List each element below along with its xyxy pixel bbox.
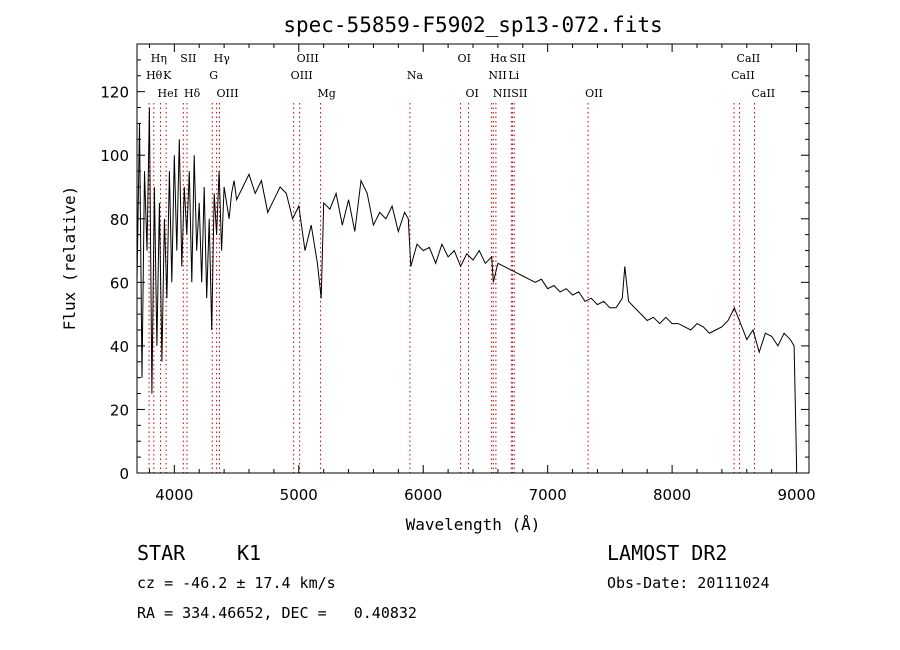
velocity-info: cz = -46.2 ± 17.4 km/s — [137, 574, 336, 592]
y-tick-label: 60 — [110, 274, 129, 292]
line-label: OI — [458, 52, 471, 65]
line-label: Mg — [318, 87, 336, 100]
y-tick-label: 100 — [100, 147, 129, 165]
line-label: Hθ — [146, 69, 163, 82]
line-label: Na — [407, 69, 424, 82]
x-tick-label: 4000 — [155, 486, 193, 504]
observation-date: Obs-Date: 20111024 — [607, 574, 770, 592]
line-label: Hα — [490, 52, 508, 65]
line-label: Li — [508, 69, 519, 82]
line-label: OIII — [217, 87, 239, 100]
line-label: Hη — [151, 52, 167, 65]
y-axis-label: Flux (relative) — [60, 186, 79, 331]
line-label: K — [163, 69, 172, 82]
line-label: NII — [488, 69, 506, 82]
line-label: G — [209, 69, 218, 82]
line-label: OI — [466, 87, 479, 100]
survey-name: LAMOST DR2 — [607, 541, 728, 565]
x-axis-label: Wavelength (Å) — [406, 515, 541, 534]
y-tick-label: 120 — [100, 84, 129, 102]
line-markers — [148, 103, 755, 473]
y-tick-label: 0 — [119, 465, 129, 483]
chart-title: spec-55859-F5902_sp13-072.fits — [283, 13, 662, 37]
line-label: OIII — [297, 52, 319, 65]
line-label: OII — [585, 87, 603, 100]
x-tick-label: 9000 — [777, 486, 815, 504]
y-tick-label: 20 — [110, 401, 129, 419]
line-label: HeI — [158, 87, 178, 100]
y-tick-label: 80 — [110, 211, 129, 229]
y-tick-label: 40 — [110, 338, 129, 356]
y-axis: 0 20 40 60 80 100 120 — [100, 59, 809, 483]
line-label: Hγ — [214, 52, 231, 65]
line-label: Hδ — [184, 87, 201, 100]
spectrum-line — [136, 107, 798, 467]
x-axis: 4000 5000 6000 7000 8000 9000 — [148, 44, 816, 504]
line-label: CaII — [737, 52, 761, 65]
line-label: OIII — [291, 69, 313, 82]
line-label: NII — [493, 87, 511, 100]
x-tick-label: 5000 — [280, 486, 318, 504]
line-label: CaII — [731, 69, 755, 82]
object-class: STAR — [137, 541, 186, 565]
coordinates-info: RA = 334.46652, DEC = 0.40832 — [137, 604, 417, 622]
line-label: SII — [180, 52, 196, 65]
object-subclass: K1 — [237, 541, 262, 565]
x-tick-label: 8000 — [653, 486, 691, 504]
line-label: SII — [509, 52, 525, 65]
x-tick-label: 7000 — [529, 486, 567, 504]
line-label: SII — [511, 87, 527, 100]
plot-frame — [136, 43, 810, 474]
line-label: CaII — [751, 87, 775, 100]
x-tick-label: 6000 — [404, 486, 442, 504]
